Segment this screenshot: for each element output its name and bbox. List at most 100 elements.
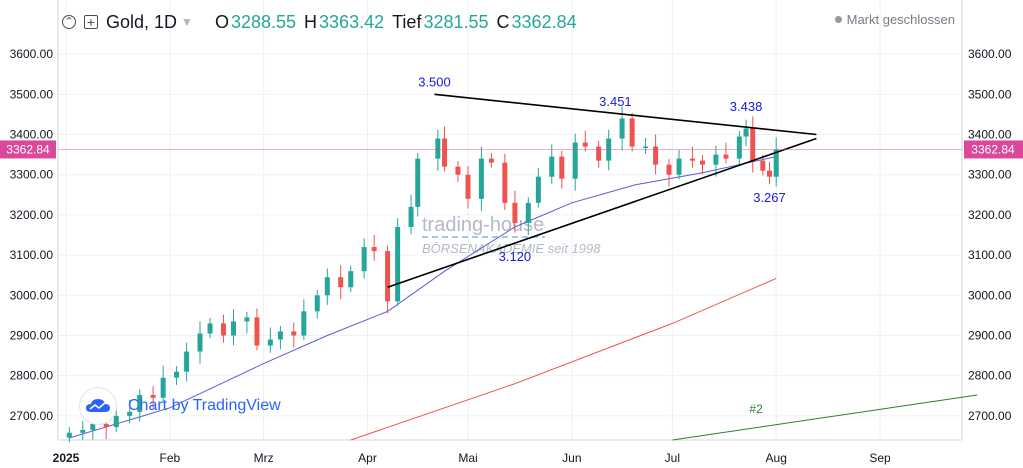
y-tick-label-right: 3100.00 xyxy=(968,248,1012,262)
candle xyxy=(502,162,508,203)
candle xyxy=(408,206,414,227)
candle xyxy=(643,146,649,149)
time-axis: 2025 Feb Mrz Apr Mai Jun Jul Aug Sep xyxy=(53,451,891,465)
tradingview-cloud-icon xyxy=(80,388,116,424)
x-tick-label: Feb xyxy=(160,451,181,465)
candle xyxy=(220,323,226,336)
candle xyxy=(582,142,588,147)
candle xyxy=(254,317,260,346)
y-tick-label-right: 3400.00 xyxy=(968,128,1012,142)
candle xyxy=(606,138,612,161)
candle xyxy=(80,429,86,433)
tradingview-branding[interactable]: Chart by TradingView xyxy=(80,388,281,424)
candle xyxy=(700,160,705,165)
symbol-name[interactable]: Gold, 1D xyxy=(106,11,178,32)
candle xyxy=(150,394,156,398)
trendline xyxy=(434,93,817,136)
candle xyxy=(348,271,354,288)
x-tick-label: Mai xyxy=(458,451,477,465)
open-value: 3288.55 xyxy=(230,11,297,32)
candle xyxy=(113,415,119,428)
collapse-icon[interactable]: ⌃ xyxy=(62,15,76,29)
candle xyxy=(596,146,602,161)
last-price-tag-right xyxy=(964,140,1023,159)
candle xyxy=(619,118,625,139)
market-status-text: Markt geschlossen xyxy=(846,12,955,27)
x-tick-label: Mrz xyxy=(254,451,274,465)
last-price-label-left: 3362.84 xyxy=(6,142,50,156)
low-value: 3281.55 xyxy=(423,11,489,32)
x-tick-label: Aug xyxy=(766,451,787,465)
y-tick-label-left: 3600.00 xyxy=(10,47,54,61)
watermark-line2: BÖRSENAKADEMIE seit 1998 xyxy=(422,241,601,256)
compare-add-icon[interactable]: + xyxy=(84,15,98,29)
trendlines[interactable] xyxy=(387,93,817,289)
candle xyxy=(559,156,565,179)
candle xyxy=(488,158,494,163)
candle xyxy=(231,321,236,336)
candle xyxy=(324,277,330,296)
y-tick-label-right: 3500.00 xyxy=(968,87,1012,101)
candle xyxy=(572,142,578,179)
candle xyxy=(465,174,471,199)
right-price-axis: 3600.00 3500.00 3400.00 3300.00 3200.00 3100.… xyxy=(968,47,1012,423)
price-annotation: 3.120 xyxy=(499,249,532,264)
y-tick-label-left: 3300.00 xyxy=(10,168,54,182)
x-tick-label: Jul xyxy=(665,451,680,465)
candle xyxy=(103,423,109,428)
candle xyxy=(415,158,421,207)
y-tick-label-right: 2700.00 xyxy=(968,409,1012,423)
candle xyxy=(301,311,307,336)
y-tick-label-left: 2900.00 xyxy=(10,328,54,342)
last-price-label-right: 3362.84 xyxy=(971,142,1015,156)
candle xyxy=(689,158,695,161)
candle xyxy=(207,323,213,334)
candles xyxy=(66,106,779,443)
y-tick-label-left: 3000.00 xyxy=(10,288,54,302)
x-tick-label: Jun xyxy=(562,451,581,465)
y-tick-label-left: 3100.00 xyxy=(10,248,54,262)
open-label: O xyxy=(214,11,229,32)
candle xyxy=(435,138,441,159)
y-tick-label-right: 2800.00 xyxy=(968,369,1012,383)
y-tick-label-left: 2700.00 xyxy=(10,409,54,423)
candle xyxy=(653,146,659,165)
candle xyxy=(66,432,72,438)
x-tick-label: 2025 xyxy=(53,451,80,465)
y-tick-label-right: 3000.00 xyxy=(968,288,1012,302)
candle xyxy=(371,247,377,252)
candle xyxy=(338,277,344,288)
candle xyxy=(361,247,367,272)
low-label: Tief xyxy=(392,11,422,32)
candle xyxy=(512,202,518,223)
last-price-line: 3362.84 3362.84 xyxy=(0,140,1023,159)
x-tick-label: Apr xyxy=(358,451,377,465)
x-tick-label: Sep xyxy=(869,451,891,465)
candle xyxy=(395,226,401,302)
candle xyxy=(767,170,772,177)
indicator-line xyxy=(69,156,777,439)
tradingview-link[interactable]: Chart by TradingView xyxy=(128,397,281,414)
candle xyxy=(713,154,719,165)
candle xyxy=(743,128,749,137)
y-tick-label-right: 3200.00 xyxy=(968,208,1012,222)
indicator-label: #2 xyxy=(749,402,763,416)
y-tick-label-right: 2900.00 xyxy=(968,328,1012,342)
candle xyxy=(137,394,143,412)
y-tick-label-left: 3200.00 xyxy=(10,208,54,222)
candle xyxy=(174,371,180,378)
trendline xyxy=(387,137,817,289)
chevron-down-icon[interactable]: ▼ xyxy=(181,15,193,29)
candle xyxy=(736,136,742,159)
price-annotation: 3.438 xyxy=(730,99,763,114)
candle xyxy=(197,333,203,352)
left-price-axis: 3600.00 3500.00 3400.00 3300.00 3200.00 3100.… xyxy=(10,47,54,423)
candle xyxy=(455,166,461,175)
candle xyxy=(90,423,96,430)
candle xyxy=(676,158,682,175)
candle xyxy=(525,202,531,223)
candle xyxy=(666,164,672,175)
market-status: Markt geschlossen xyxy=(834,12,955,27)
candle xyxy=(535,176,541,203)
